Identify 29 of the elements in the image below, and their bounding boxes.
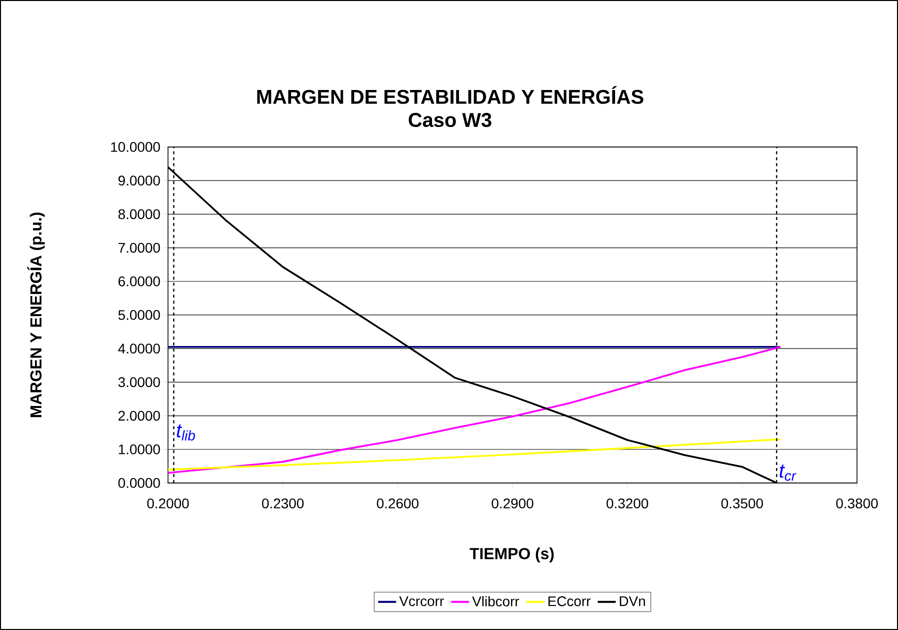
y-axis-title: MARGEN Y ENERGÍA (p.u.): [27, 212, 45, 418]
legend-label: ECcorr: [548, 596, 591, 606]
chart-title: MARGEN DE ESTABILIDAD Y ENERGÍAS: [257, 86, 644, 104]
line-series: [167, 346, 782, 474]
x-tick-label: 0.3200: [606, 498, 648, 508]
ref-line-label: t$_{cr}$: [780, 464, 796, 481]
x-tick-label: 0.3500: [721, 498, 763, 508]
chart-subtitle: Caso W3: [408, 112, 492, 128]
legend-label: DVn: [620, 596, 645, 606]
y-tick-label: 1.0000: [118, 444, 160, 454]
y-tick-label: 10.0000: [111, 142, 160, 152]
x-axis-title: TIEMPO (s): [470, 548, 554, 562]
y-tick-label: 4.0000: [118, 344, 160, 354]
y-tick-label: 2.0000: [118, 410, 160, 421]
legend-label: Vlibcorr: [472, 596, 520, 606]
x-tick-label: 0.2000: [147, 498, 189, 508]
y-tick-label: 7.0000: [118, 242, 160, 253]
x-tick-label: 0.2300: [262, 498, 304, 508]
x-tick-label: 0.3800: [836, 498, 878, 508]
y-tick-label: 9.0000: [118, 176, 160, 186]
y-tick-label: 5.0000: [118, 310, 160, 320]
x-tick-label: 0.2600: [376, 498, 418, 508]
y-tick-label: 3.0000: [118, 377, 160, 388]
ref-line-label: t$_{lib}$: [176, 424, 196, 440]
legend-label: Vcrcorr: [399, 596, 444, 606]
y-tick-label: 8.0000: [118, 209, 160, 220]
y-tick-label: 6.0000: [118, 276, 160, 286]
x-tick-label: 0.2900: [492, 498, 534, 508]
y-tick-label: 0.0000: [118, 478, 160, 488]
